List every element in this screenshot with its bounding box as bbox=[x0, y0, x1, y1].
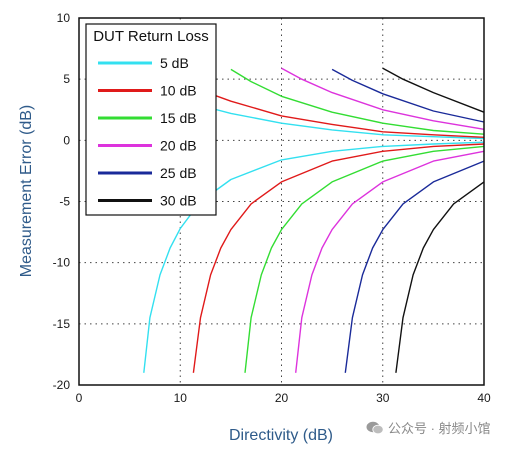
watermark: 公众号 · 射频小馆 bbox=[366, 418, 491, 437]
y-tick-label: -20 bbox=[53, 378, 71, 392]
x-tick-label: 20 bbox=[275, 391, 289, 405]
legend: DUT Return Loss 5 dB 10 dB 15 dB 20 dB 25 dB… bbox=[85, 23, 217, 216]
y-axis-title: Measurement Error (dB) bbox=[18, 105, 35, 278]
series-line-2-upper bbox=[179, 79, 485, 138]
series-line-3-lower bbox=[244, 145, 485, 373]
y-tick-labels: -20 -15 -10 -5 0 5 10 bbox=[53, 11, 71, 392]
legend-items: 5 dB 10 dB 15 dB 20 dB 25 dB 30 dB bbox=[98, 55, 197, 209]
series-line-1-upper bbox=[180, 98, 485, 140]
legend-label: 10 dB bbox=[160, 83, 197, 99]
x-axis-title: Directivity (dB) bbox=[229, 427, 333, 444]
series-line-5-upper bbox=[331, 68, 485, 123]
legend-label: 20 dB bbox=[160, 138, 197, 154]
legend-label: 30 dB bbox=[160, 193, 197, 209]
y-tick-label: 10 bbox=[57, 11, 71, 25]
series-line-6-upper bbox=[382, 67, 485, 113]
y-tick-label: 5 bbox=[63, 72, 70, 86]
y-tick-label: -10 bbox=[53, 256, 71, 270]
y-tick-label: -5 bbox=[59, 195, 70, 209]
y-tick-label: -15 bbox=[53, 317, 71, 331]
legend-label: 25 dB bbox=[160, 165, 197, 181]
legend-label: 15 dB bbox=[160, 110, 197, 126]
series-line-5-lower bbox=[344, 160, 485, 373]
series-line-6-lower bbox=[395, 181, 485, 373]
x-tick-label: 30 bbox=[376, 391, 390, 405]
series-line-4-lower bbox=[295, 150, 485, 373]
watermark-text: 公众号 · 射频小馆 bbox=[388, 421, 491, 436]
series-line-3-upper bbox=[230, 68, 485, 135]
legend-title: DUT Return Loss bbox=[93, 28, 209, 45]
x-tick-label: 0 bbox=[76, 391, 83, 405]
series-lines bbox=[143, 67, 485, 373]
wechat-icon bbox=[366, 421, 384, 435]
x-tick-labels: 0 10 20 30 40 bbox=[76, 391, 491, 405]
series-line-2-lower bbox=[192, 143, 485, 373]
plot-frame bbox=[78, 17, 485, 386]
x-tick-label: 40 bbox=[477, 391, 491, 405]
y-tick-label: 0 bbox=[63, 133, 70, 147]
series-line-4-upper bbox=[281, 67, 485, 130]
legend-label: 5 dB bbox=[160, 55, 189, 71]
x-tick-label: 10 bbox=[174, 391, 188, 405]
